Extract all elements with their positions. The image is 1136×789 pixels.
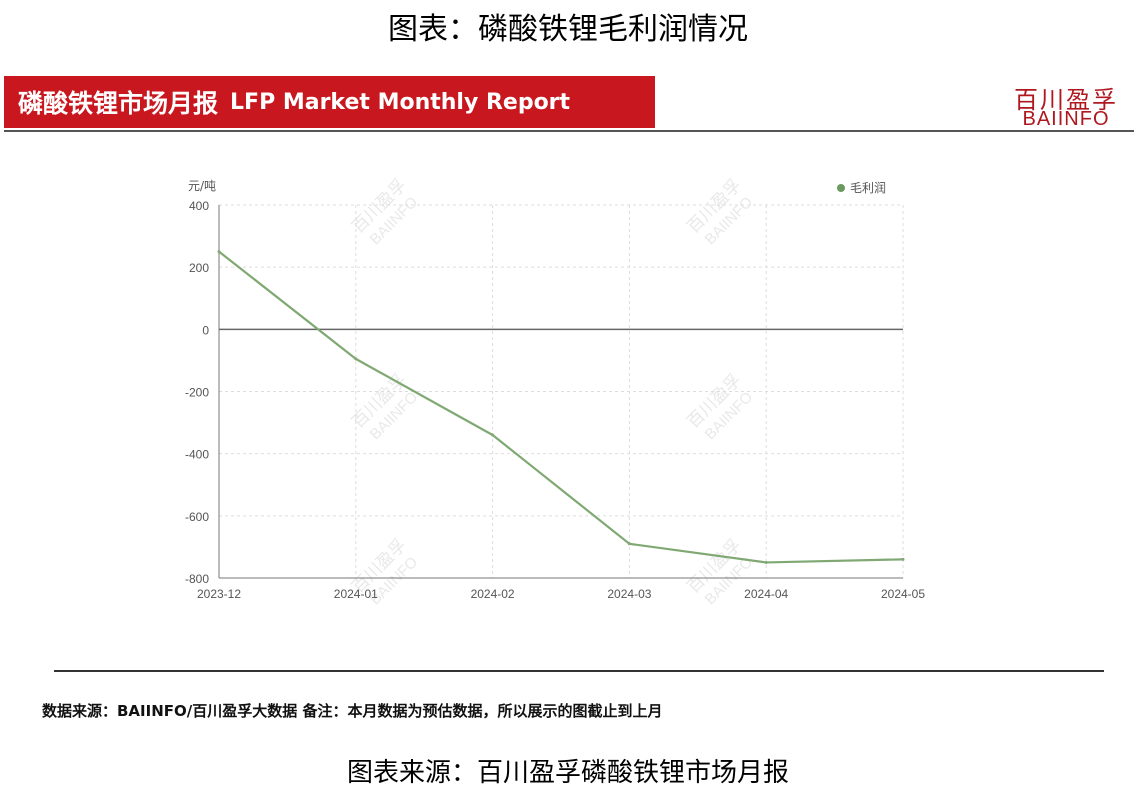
banner-title-cn: 磷酸铁锂市场月报: [18, 89, 219, 118]
x-tick-label: 2024-02: [471, 587, 515, 601]
series-line-gross-profit: [218, 250, 904, 564]
y-tick-label: -800: [185, 572, 209, 586]
chart-source: 图表来源：百川盈孚磷酸铁锂市场月报: [346, 758, 789, 788]
header-divider: [4, 130, 1134, 132]
baiinfo-logo-cn: 百川盈孚: [1014, 86, 1118, 114]
banner-title-en: LFP Market Monthly Report: [230, 89, 571, 115]
page-title: 图表：磷酸铁锂毛利润情况: [388, 12, 748, 47]
legend-label: 毛利润: [850, 181, 886, 195]
x-tick-label: 2024-04: [744, 587, 788, 601]
data-point: [217, 250, 221, 254]
data-point: [491, 433, 495, 437]
data-point: [901, 557, 905, 561]
x-tick-label: 2023-12: [197, 587, 241, 601]
report-banner: 磷酸铁锂市场月报 LFP Market Monthly Report: [4, 76, 655, 128]
x-tick-label: 2024-05: [881, 587, 925, 601]
baiinfo-logo-en: BAIINFO: [1022, 108, 1110, 130]
y-tick-label: 200: [189, 261, 209, 275]
data-source-note: 数据来源：BAIINFO/百川盈孚大数据 备注：本月数据为预估数据，所以展示的图…: [42, 702, 663, 720]
footer-divider: [54, 670, 1104, 672]
y-axis-unit-label: 元/吨: [188, 179, 216, 193]
data-point: [764, 560, 768, 564]
y-tick-label: -400: [185, 448, 209, 462]
y-tick-label: 0: [202, 323, 209, 337]
y-tick-label: -200: [185, 386, 209, 400]
y-tick-label: 400: [189, 199, 209, 213]
x-tick-label: 2024-01: [334, 587, 378, 601]
y-tick-label: -600: [185, 510, 209, 524]
gross-profit-chart: 百川盈孚 BAIINFO 百川盈孚 BAIINFO 百川盈孚 BAIINFO 百川盈孚 BAI…: [168, 150, 948, 610]
x-tick-label: 2024-03: [607, 587, 651, 601]
data-point: [354, 357, 358, 361]
legend-marker: [837, 184, 845, 192]
data-point: [627, 542, 631, 546]
